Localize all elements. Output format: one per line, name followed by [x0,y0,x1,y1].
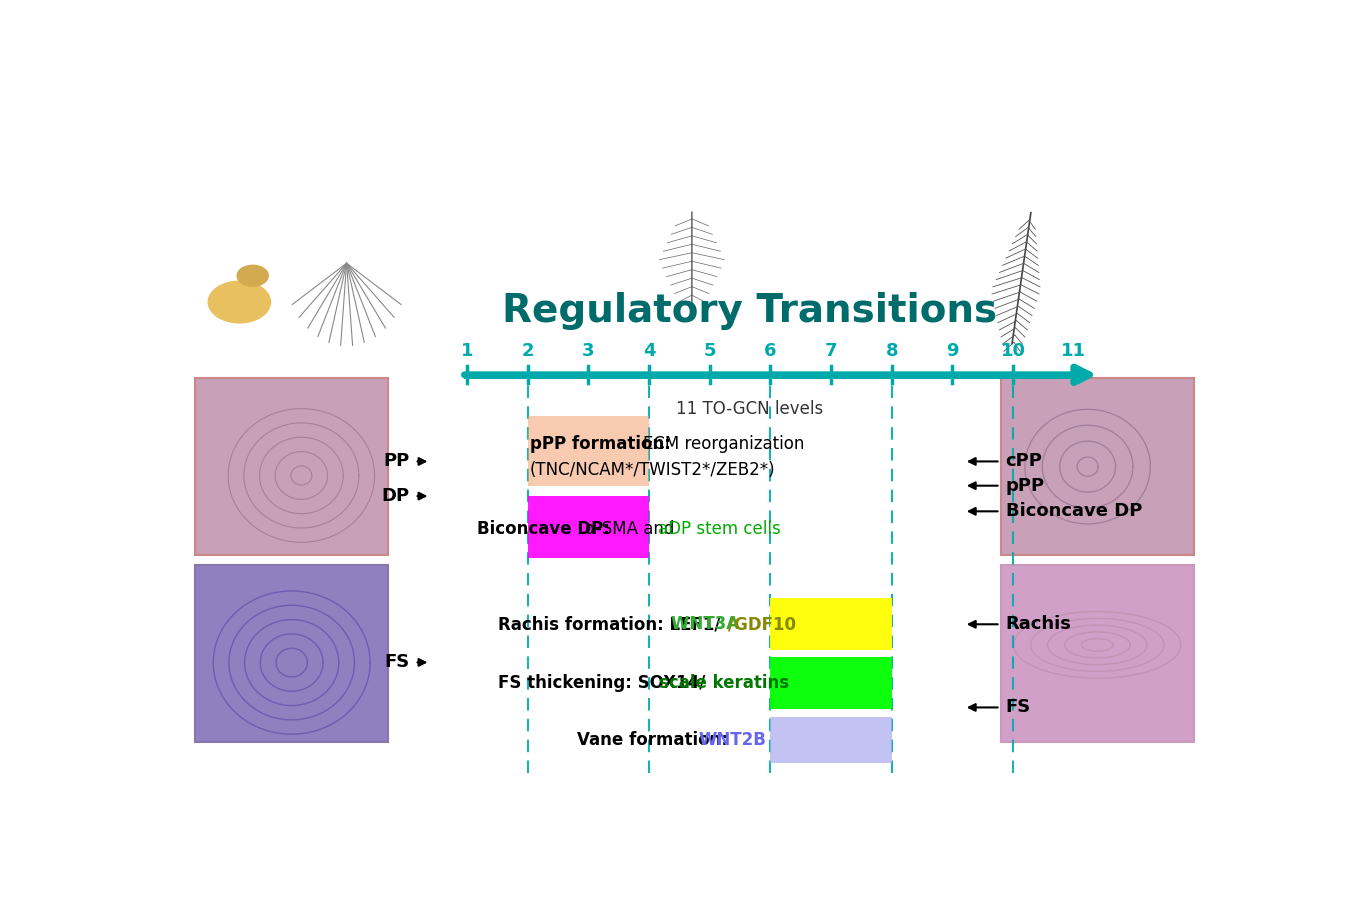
Text: ECM reorganization: ECM reorganization [644,435,805,453]
Text: 3: 3 [582,342,594,360]
Text: 9: 9 [946,342,958,360]
Text: (TNC/NCAM*/TWIST2*/ZEB2*): (TNC/NCAM*/TWIST2*/ZEB2*) [529,462,775,480]
Text: FS: FS [1006,698,1031,716]
Text: FS thickening: SOX14/: FS thickening: SOX14/ [498,674,706,692]
Text: 5: 5 [703,342,716,360]
Text: Vane formation:: Vane formation: [576,731,733,749]
Text: 10: 10 [1000,342,1026,360]
Text: aDP stem cells: aDP stem cells [659,519,780,537]
Text: α-SMA and: α-SMA and [585,519,679,537]
Text: Biconcave DP:: Biconcave DP: [478,519,616,537]
Text: 7: 7 [825,342,837,360]
Text: Rachis formation: LEF1/: Rachis formation: LEF1/ [498,616,721,634]
Text: pPP: pPP [1006,477,1045,495]
Text: 1: 1 [460,342,474,360]
Bar [194,565,389,742]
Bar [194,378,389,555]
Text: 6: 6 [764,342,776,360]
Bar [771,717,892,762]
Text: PP: PP [383,453,409,471]
Text: WNT3A: WNT3A [671,616,745,634]
Text: DP: DP [381,487,409,505]
Ellipse shape [238,266,269,286]
Text: Regulatory Transitions: Regulatory Transitions [502,292,998,329]
Bar [1000,565,1193,742]
Text: FS: FS [385,653,409,671]
Text: /GDF10: /GDF10 [728,616,796,634]
Text: WNT2B: WNT2B [698,731,767,749]
Bar [771,657,892,709]
Bar [1000,378,1193,555]
Bar [528,417,649,486]
Text: 11 TO-GCN levels: 11 TO-GCN levels [676,400,824,418]
Text: 8: 8 [886,342,898,360]
Ellipse shape [208,281,270,323]
Text: Rachis: Rachis [1006,616,1072,634]
Text: 11: 11 [1061,342,1087,360]
Text: scale keratins: scale keratins [659,674,790,692]
Text: pPP formation:: pPP formation: [529,435,676,453]
Text: 4: 4 [643,342,655,360]
Text: cPP: cPP [1006,453,1042,471]
Bar [528,496,649,558]
Text: 2: 2 [521,342,533,360]
Bar [771,598,892,651]
Text: Biconcave DP: Biconcave DP [1006,502,1142,520]
